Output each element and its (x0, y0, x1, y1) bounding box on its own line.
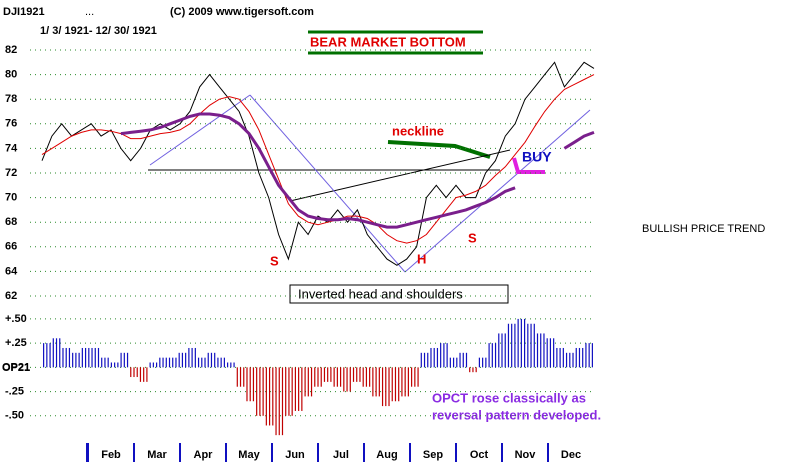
y-tick-label: 70 (5, 192, 17, 204)
neckline-label: neckline (392, 123, 444, 138)
neckline-arrow (387, 140, 491, 159)
x-tick-label: Jun (285, 449, 305, 461)
series-line (41, 61, 595, 266)
date-range: 1/ 3/ 1921- 12/ 30/ 1921 (40, 25, 157, 37)
y-tick-label: OP21 (2, 361, 30, 373)
copyright: (C) 2009 www.tigersoft.com (170, 6, 314, 18)
y-tick-label: -.50 (5, 410, 24, 422)
note: OPCT rose classically as (432, 390, 586, 405)
y-tick-label: 62 (5, 290, 17, 302)
pattern-box (289, 284, 509, 304)
y-tick-label: 74 (5, 142, 18, 154)
shoulder-label: S (270, 253, 279, 268)
x-tick-label: Apr (194, 449, 214, 461)
headline: BEAR MARKET BOTTOM (310, 34, 466, 49)
x-tick-label: Sep (423, 449, 443, 461)
trend-line (249, 94, 406, 273)
head-label: H (417, 251, 426, 266)
series-line (120, 112, 595, 229)
symbol: DJI1921 (3, 6, 45, 18)
y-tick-label: -.25 (5, 385, 24, 397)
y-tick-label: 82 (5, 44, 17, 56)
x-tick-label: Dec (561, 449, 581, 461)
x-tick-label: Feb (101, 449, 121, 461)
shoulder-label: S (468, 230, 477, 245)
y-tick-label: 78 (5, 93, 17, 105)
x-tick-label: Mar (147, 449, 167, 461)
pattern-label: Inverted head and shoulders (298, 286, 463, 301)
y-tick-label: 64 (5, 265, 18, 277)
buy-bracket (512, 157, 545, 174)
y-tick-label: +.50 (5, 313, 27, 325)
x-tick-label: Oct (470, 449, 489, 461)
x-tick-label: Jul (333, 449, 349, 461)
trend-label: BULLISH PRICE TREND (642, 223, 765, 235)
buy-label: BUY (522, 149, 552, 165)
trend-line (149, 94, 251, 166)
x-tick-label: May (238, 449, 260, 461)
panel-name: OP21 (2, 362, 30, 374)
y-tick-label: 80 (5, 69, 17, 81)
y-tick-label: 76 (5, 118, 17, 130)
note: reversal pattern developed. (432, 407, 601, 422)
series-line (41, 74, 595, 244)
y-tick-label: +.25 (5, 337, 27, 349)
trend-line (404, 109, 591, 273)
x-tick-label: Nov (515, 449, 537, 461)
y-tick-label: 72 (5, 167, 17, 179)
x-tick-label: Aug (376, 449, 397, 461)
dots: ... (85, 6, 94, 18)
neckline-line (289, 149, 511, 202)
y-tick-label: 68 (5, 216, 17, 228)
y-tick-label: 66 (5, 241, 17, 253)
